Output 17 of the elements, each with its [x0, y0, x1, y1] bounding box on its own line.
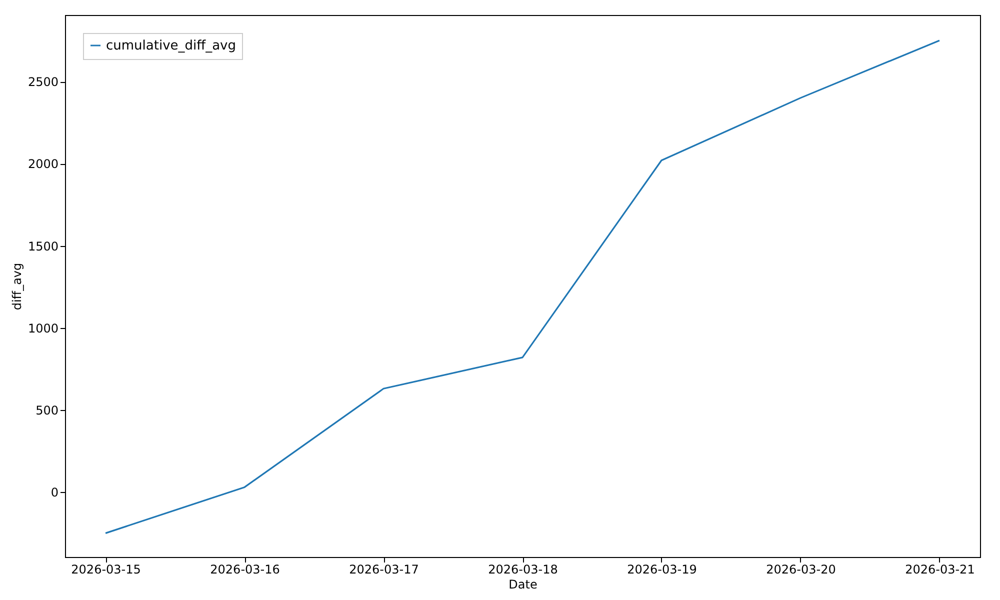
x-tick-label: 2026-03-17: [349, 562, 419, 576]
x-tick-label: 2026-03-19: [627, 562, 697, 576]
y-tick-label: 1000: [28, 321, 58, 336]
y-tick-label: 1500: [28, 239, 58, 254]
y-axis-title: diff_avg: [10, 262, 24, 310]
legend-label: cumulative_diff_avg: [106, 38, 236, 54]
y-tick-label: 2000: [28, 157, 58, 172]
y-tick-label: 500: [36, 404, 58, 418]
y-tick-label: 2500: [28, 75, 58, 90]
x-tick-label: 2026-03-16: [210, 562, 280, 576]
x-tick-label: 2026-03-15: [71, 562, 141, 576]
x-axis-title: Date: [508, 578, 538, 592]
x-tick-label: 2026-03-21: [905, 562, 975, 576]
y-tick-label: 0: [50, 486, 58, 500]
line-series: [104, 40, 940, 534]
x-tick-label: 2026-03-18: [488, 562, 558, 576]
x-tick-label: 2026-03-20: [766, 562, 836, 576]
